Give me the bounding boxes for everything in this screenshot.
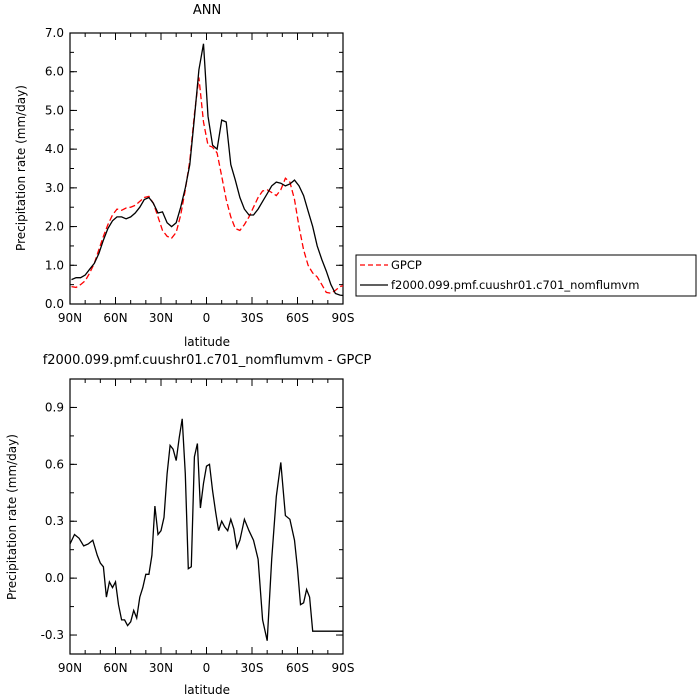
top-x-axis-label: latitude [184, 335, 230, 349]
top-y-tick-label: 0.0 [45, 297, 64, 311]
top-x-tick-label: 30S [241, 311, 264, 325]
bottom-x-tick-label: 30N [149, 661, 173, 675]
top-x-tick-label: 30N [149, 311, 173, 325]
bottom-x-tick-label: 30S [241, 661, 264, 675]
top-plot-frame [69, 32, 344, 305]
top-x-tick-label: 0 [203, 311, 211, 325]
bottom-x-axis-label: latitude [184, 683, 230, 697]
bottom-series-line-0 [69, 418, 343, 641]
top-x-tick-label: 60S [286, 311, 309, 325]
bottom-y-ticks: -0.3 0.0 0.3 0.6 0.9 [41, 378, 343, 642]
top-series-line-1 [71, 43, 344, 297]
top-y-tick-label: 4.0 [45, 142, 64, 156]
bottom-y-tick-label: 0.9 [45, 400, 64, 414]
bottom-y-tick-label: 0.3 [45, 514, 64, 528]
top-series-line-0 [71, 77, 344, 294]
top-y-tick-label: 7.0 [45, 26, 64, 40]
bottom-y-tick-label: 0.6 [45, 457, 64, 471]
top-x-ticks: 90N 60N 30N 0 30S 60S 90S [58, 33, 355, 325]
top-panel: ANN 0.0 1.0 2.0 3.0 4.0 5.0 6.0 7.0 90N 60N 30N 0 3… [14, 3, 354, 349]
top-x-tick-label: 90N [58, 311, 82, 325]
bottom-x-tick-label: 60S [286, 661, 309, 675]
top-y-tick-label: 6.0 [45, 65, 64, 79]
bottom-y-tick-label: -0.3 [41, 628, 64, 642]
legend-box [355, 254, 697, 297]
top-y-tick-label: 2.0 [45, 220, 64, 234]
top-y-axis-label: Precipitation rate (mm/day) [14, 85, 28, 251]
top-y-tick-label: 3.0 [45, 181, 64, 195]
bottom-panel: f2000.099.pmf.cuushr01.c701_nomflumvm - … [5, 353, 371, 697]
top-x-tick-label: 60N [103, 311, 127, 325]
legend-label-model: f2000.099.pmf.cuushr01.c701_nomflumvm [391, 278, 639, 292]
top-y-ticks: 0.0 1.0 2.0 3.0 4.0 5.0 6.0 7.0 [45, 26, 343, 311]
bottom-x-tick-label: 90S [332, 661, 355, 675]
bottom-y-axis-label: Precipitation rate (mm/day) [5, 434, 19, 600]
bottom-chart-title: f2000.099.pmf.cuushr01.c701_nomflumvm - … [43, 353, 372, 368]
legend-label-gpcp: GPCP [391, 258, 422, 272]
top-chart-title: ANN [193, 3, 221, 18]
bottom-series-lines [69, 418, 343, 641]
bottom-x-tick-label: 90N [58, 661, 82, 675]
top-series-lines [71, 43, 344, 297]
top-y-tick-label: 5.0 [45, 103, 64, 117]
bottom-x-tick-label: 60N [103, 661, 127, 675]
bottom-x-tick-label: 0 [203, 661, 211, 675]
bottom-y-tick-label: 0.0 [45, 571, 64, 585]
top-x-tick-label: 90S [332, 311, 355, 325]
bottom-plot-frame [69, 378, 344, 655]
top-y-tick-label: 1.0 [45, 258, 64, 272]
bottom-x-ticks: 90N 60N 30N 0 30S 60S 90S [58, 379, 355, 675]
legend: GPCP f2000.099.pmf.cuushr01.c701_nomflum… [355, 254, 697, 297]
